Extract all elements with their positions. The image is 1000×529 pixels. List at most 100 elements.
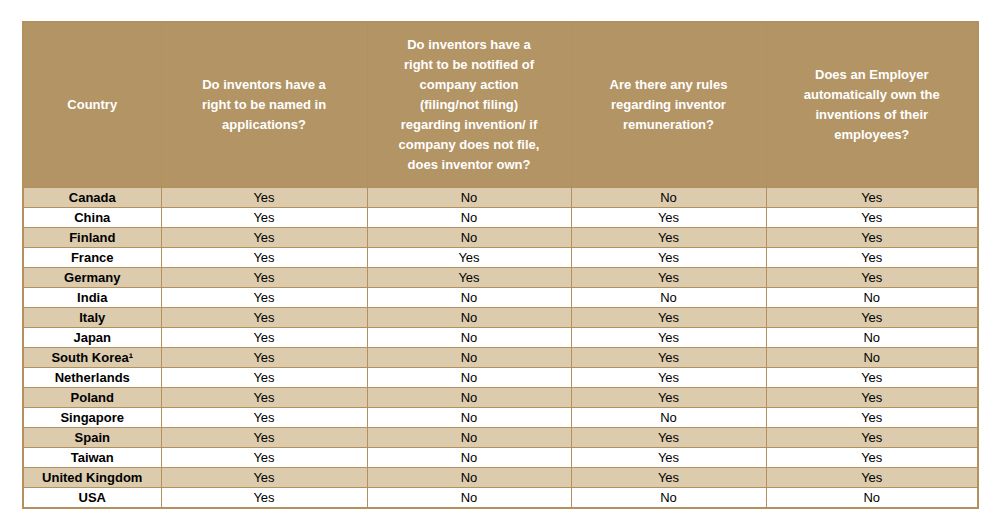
- answer-cell: No: [367, 227, 571, 247]
- column-header-inventor-remuneration: Are there any rules regarding inventor r…: [571, 22, 766, 187]
- answer-cell: No: [367, 467, 571, 487]
- answer-cell: No: [367, 327, 571, 347]
- answer-cell: No: [766, 347, 978, 367]
- answer-cell: No: [766, 327, 978, 347]
- country-cell: United Kingdom: [23, 467, 161, 487]
- table-row: GermanyYesYesYesYes: [23, 267, 978, 287]
- country-cell: China: [23, 207, 161, 227]
- answer-cell: Yes: [161, 407, 367, 427]
- answer-cell: Yes: [571, 267, 766, 287]
- table-row: SpainYesNoYesYes: [23, 427, 978, 447]
- country-cell: India: [23, 287, 161, 307]
- answer-cell: Yes: [367, 267, 571, 287]
- answer-cell: Yes: [161, 487, 367, 508]
- country-cell: Netherlands: [23, 367, 161, 387]
- answer-cell: Yes: [161, 367, 367, 387]
- country-cell: Canada: [23, 187, 161, 207]
- answer-cell: Yes: [571, 227, 766, 247]
- answer-cell: Yes: [766, 207, 978, 227]
- answer-cell: Yes: [766, 187, 978, 207]
- country-cell: Singapore: [23, 407, 161, 427]
- answer-cell: No: [367, 347, 571, 367]
- column-header-country: Country: [23, 22, 161, 187]
- answer-cell: Yes: [571, 307, 766, 327]
- answer-cell: Yes: [766, 427, 978, 447]
- answer-cell: Yes: [161, 347, 367, 367]
- table-body: CanadaYesNoNoYesChinaYesNoYesYesFinlandY…: [23, 187, 978, 508]
- column-header-employer-owns-inventions: Does an Employer automatically own the i…: [766, 22, 978, 187]
- answer-cell: Yes: [571, 347, 766, 367]
- answer-cell: No: [571, 407, 766, 427]
- answer-cell: No: [367, 367, 571, 387]
- country-cell: Finland: [23, 227, 161, 247]
- answer-cell: Yes: [161, 207, 367, 227]
- answer-cell: Yes: [161, 467, 367, 487]
- answer-cell: Yes: [571, 247, 766, 267]
- table-row: South Korea¹YesNoYesNo: [23, 347, 978, 367]
- answer-cell: Yes: [766, 267, 978, 287]
- answer-cell: No: [766, 487, 978, 508]
- answer-cell: Yes: [161, 447, 367, 467]
- table-row: USAYesNoNoNo: [23, 487, 978, 508]
- column-header-notified-of-company-action: Do inventors have a right to be notified…: [367, 22, 571, 187]
- answer-cell: Yes: [571, 427, 766, 447]
- answer-cell: Yes: [571, 447, 766, 467]
- answer-cell: No: [367, 407, 571, 427]
- answer-cell: Yes: [766, 367, 978, 387]
- answer-cell: Yes: [161, 267, 367, 287]
- answer-cell: No: [367, 307, 571, 327]
- answer-cell: Yes: [766, 227, 978, 247]
- answer-cell: Yes: [161, 187, 367, 207]
- inventor-rights-table-container: Country Do inventors have a right to be …: [22, 21, 979, 509]
- table-row: ItalyYesNoYesYes: [23, 307, 978, 327]
- table-row: ChinaYesNoYesYes: [23, 207, 978, 227]
- answer-cell: Yes: [571, 387, 766, 407]
- table-row: TaiwanYesNoYesYes: [23, 447, 978, 467]
- answer-cell: Yes: [766, 387, 978, 407]
- answer-cell: No: [571, 287, 766, 307]
- answer-cell: Yes: [766, 407, 978, 427]
- answer-cell: Yes: [161, 427, 367, 447]
- table-row: CanadaYesNoNoYes: [23, 187, 978, 207]
- answer-cell: No: [571, 187, 766, 207]
- answer-cell: No: [571, 487, 766, 508]
- answer-cell: No: [367, 207, 571, 227]
- header-row: Country Do inventors have a right to be …: [23, 22, 978, 187]
- table-row: JapanYesNoYesNo: [23, 327, 978, 347]
- answer-cell: Yes: [571, 327, 766, 347]
- answer-cell: No: [367, 287, 571, 307]
- answer-cell: Yes: [161, 387, 367, 407]
- country-cell: Japan: [23, 327, 161, 347]
- country-cell: South Korea¹: [23, 347, 161, 367]
- table-row: NetherlandsYesNoYesYes: [23, 367, 978, 387]
- country-cell: Spain: [23, 427, 161, 447]
- answer-cell: Yes: [161, 287, 367, 307]
- answer-cell: Yes: [161, 307, 367, 327]
- table-row: IndiaYesNoNoNo: [23, 287, 978, 307]
- table-row: United KingdomYesNoYesYes: [23, 467, 978, 487]
- country-cell: Poland: [23, 387, 161, 407]
- answer-cell: No: [367, 387, 571, 407]
- table-row: PolandYesNoYesYes: [23, 387, 978, 407]
- answer-cell: Yes: [766, 447, 978, 467]
- answer-cell: Yes: [766, 247, 978, 267]
- answer-cell: Yes: [161, 247, 367, 267]
- column-header-named-in-applications: Do inventors have a right to be named in…: [161, 22, 367, 187]
- answer-cell: Yes: [571, 207, 766, 227]
- country-cell: Taiwan: [23, 447, 161, 467]
- answer-cell: Yes: [161, 227, 367, 247]
- answer-cell: No: [367, 427, 571, 447]
- country-cell: USA: [23, 487, 161, 508]
- answer-cell: No: [367, 187, 571, 207]
- country-cell: Germany: [23, 267, 161, 287]
- table-row: SingaporeYesNoNoYes: [23, 407, 978, 427]
- answer-cell: No: [766, 287, 978, 307]
- answer-cell: Yes: [571, 367, 766, 387]
- answer-cell: Yes: [367, 247, 571, 267]
- answer-cell: No: [367, 487, 571, 508]
- table-row: FinlandYesNoYesYes: [23, 227, 978, 247]
- answer-cell: Yes: [571, 467, 766, 487]
- answer-cell: Yes: [161, 327, 367, 347]
- inventor-rights-table: Country Do inventors have a right to be …: [22, 21, 979, 509]
- country-cell: Italy: [23, 307, 161, 327]
